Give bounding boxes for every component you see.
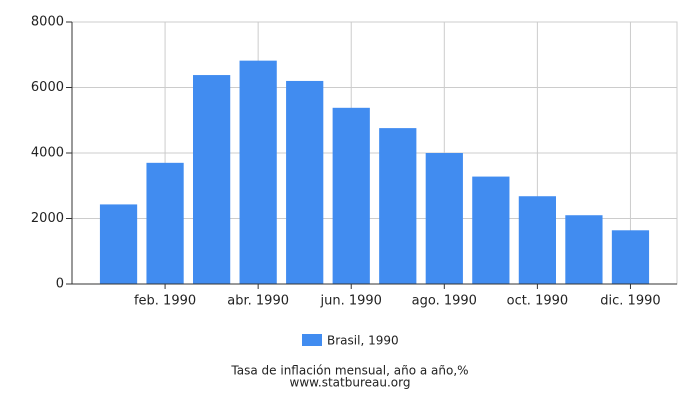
bar: [239, 60, 277, 284]
bar: [425, 153, 463, 284]
bar: [472, 176, 510, 284]
x-tick-label: abr. 1990: [227, 294, 289, 309]
x-tick-label: dic. 1990: [600, 294, 660, 309]
bar: [332, 107, 370, 285]
bar: [286, 80, 324, 284]
y-tick-label: 6000: [31, 80, 64, 95]
x-tick-label: oct. 1990: [507, 294, 569, 309]
bar: [518, 196, 556, 284]
y-tick-label: 2000: [31, 211, 64, 226]
chart-title: Tasa de inflación mensual, año a año,%: [230, 364, 468, 378]
x-tick-label: jun. 1990: [320, 294, 382, 309]
bar: [193, 75, 231, 285]
x-tick-label: ago. 1990: [412, 294, 477, 309]
y-tick-label: 4000: [31, 146, 64, 161]
legend-label: Brasil, 1990: [327, 334, 399, 348]
x-tick-label: feb. 1990: [134, 294, 196, 309]
bar: [565, 215, 603, 284]
y-tick-label: 0: [56, 277, 64, 292]
y-tick-label: 8000: [31, 15, 64, 30]
bar: [379, 128, 417, 284]
bar: [146, 162, 184, 284]
bar: [99, 204, 138, 284]
source: www.statbureau.org: [290, 376, 411, 390]
bar: [611, 230, 650, 284]
legend-swatch: [302, 334, 322, 346]
